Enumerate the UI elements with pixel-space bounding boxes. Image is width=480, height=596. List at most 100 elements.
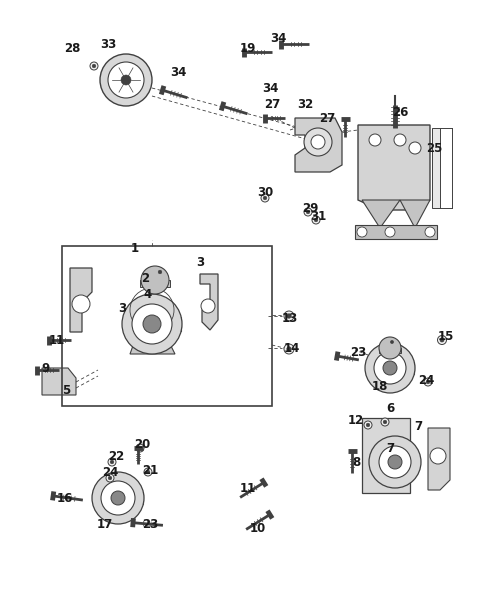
Circle shape [263, 196, 267, 200]
Circle shape [146, 470, 150, 474]
Circle shape [141, 266, 169, 294]
Circle shape [312, 216, 320, 224]
Bar [123, 317, 181, 331]
Text: 1: 1 [131, 241, 139, 254]
Circle shape [92, 64, 96, 68]
Circle shape [304, 128, 332, 156]
Text: 27: 27 [264, 98, 280, 110]
Polygon shape [200, 274, 218, 330]
Bar [432, 128, 440, 208]
Circle shape [201, 299, 215, 313]
Text: 23: 23 [350, 346, 366, 359]
Bar [62, 246, 272, 406]
Circle shape [101, 481, 135, 515]
Text: 34: 34 [262, 82, 278, 95]
Circle shape [287, 347, 291, 351]
Text: 11: 11 [49, 334, 65, 346]
Text: 7: 7 [386, 442, 394, 455]
Circle shape [365, 343, 415, 393]
Text: 11: 11 [240, 482, 256, 495]
Circle shape [111, 491, 125, 505]
Circle shape [284, 344, 294, 354]
Circle shape [383, 420, 387, 424]
Text: 25: 25 [426, 141, 442, 154]
Text: 16: 16 [57, 492, 73, 504]
Text: 33: 33 [100, 38, 116, 51]
Text: 5: 5 [62, 383, 70, 396]
Circle shape [388, 455, 402, 469]
Text: 24: 24 [418, 374, 434, 386]
Circle shape [409, 142, 421, 154]
Circle shape [143, 315, 161, 333]
Circle shape [369, 134, 381, 146]
Circle shape [357, 227, 367, 237]
Circle shape [304, 208, 312, 216]
Circle shape [72, 295, 90, 313]
Circle shape [136, 444, 144, 452]
Circle shape [108, 458, 116, 466]
Polygon shape [295, 118, 342, 172]
Text: 26: 26 [392, 105, 408, 119]
Text: 7: 7 [414, 420, 422, 433]
Text: 29: 29 [302, 201, 318, 215]
Text: 27: 27 [319, 111, 335, 125]
Text: 12: 12 [348, 414, 364, 427]
Circle shape [440, 338, 444, 342]
Circle shape [121, 75, 131, 85]
Bar [140, 280, 170, 287]
Text: 34: 34 [270, 32, 286, 45]
Circle shape [92, 472, 144, 524]
Circle shape [424, 378, 432, 386]
Text: 13: 13 [282, 312, 298, 324]
Text: 3: 3 [196, 256, 204, 269]
Circle shape [388, 339, 396, 346]
Circle shape [106, 474, 114, 482]
Text: 2: 2 [141, 272, 149, 284]
Bar [366, 362, 414, 374]
Text: 32: 32 [297, 98, 313, 110]
Text: 15: 15 [438, 330, 454, 343]
Circle shape [390, 340, 394, 343]
Circle shape [374, 352, 406, 384]
Text: 20: 20 [134, 437, 150, 451]
Circle shape [366, 423, 370, 427]
Circle shape [122, 294, 182, 354]
Circle shape [108, 476, 112, 480]
Circle shape [261, 194, 269, 202]
Text: 9: 9 [42, 362, 50, 374]
Polygon shape [362, 200, 400, 228]
Text: 19: 19 [240, 42, 256, 54]
Text: 14: 14 [284, 342, 300, 355]
Bar [379, 348, 401, 353]
Circle shape [138, 446, 142, 450]
Text: 22: 22 [108, 449, 124, 462]
Circle shape [364, 421, 372, 429]
Bar [93, 492, 143, 504]
Circle shape [381, 418, 389, 426]
Text: 4: 4 [144, 287, 152, 300]
Bar [362, 418, 410, 493]
Polygon shape [400, 200, 430, 228]
Circle shape [379, 337, 401, 359]
Circle shape [156, 268, 164, 276]
Text: 31: 31 [310, 210, 326, 222]
Text: 24: 24 [102, 465, 118, 479]
Circle shape [369, 436, 421, 488]
Circle shape [425, 227, 435, 237]
Circle shape [158, 270, 162, 274]
Bar [355, 225, 437, 239]
Polygon shape [358, 125, 430, 210]
Text: 18: 18 [372, 380, 388, 393]
Text: 10: 10 [250, 522, 266, 535]
Text: 34: 34 [170, 66, 186, 79]
Polygon shape [428, 428, 450, 490]
Text: 6: 6 [386, 402, 394, 414]
Circle shape [430, 448, 446, 464]
Text: 8: 8 [352, 455, 360, 468]
Polygon shape [42, 368, 76, 395]
Circle shape [379, 446, 411, 478]
Text: 17: 17 [97, 517, 113, 530]
Circle shape [284, 311, 294, 321]
Circle shape [311, 135, 325, 149]
Circle shape [437, 336, 446, 344]
